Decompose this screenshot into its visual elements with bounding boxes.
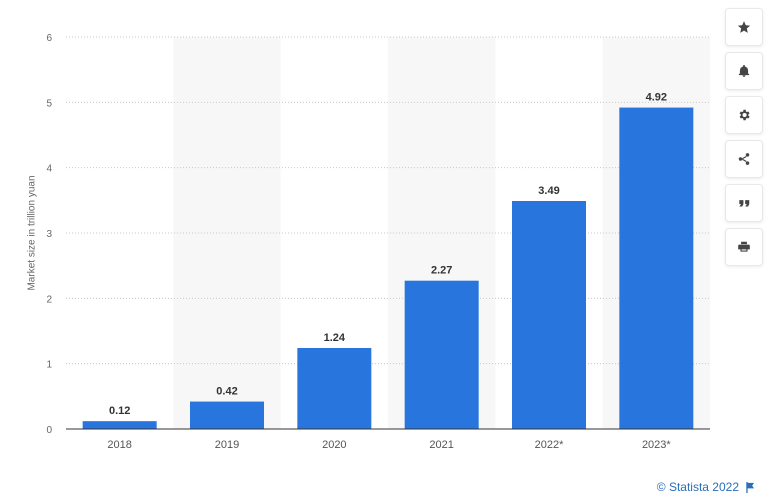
bar — [297, 347, 372, 429]
data-label: 2.27 — [431, 265, 452, 277]
y-tick-label: 5 — [46, 98, 52, 109]
x-tick-label: 2020 — [322, 439, 346, 451]
chart-toolbar — [725, 8, 765, 272]
credits[interactable]: © Statista 2022 — [657, 480, 755, 494]
y-tick-label: 3 — [46, 229, 52, 240]
y-axis-label: Market size in trillion yuan — [26, 175, 38, 291]
data-label: 0.42 — [216, 386, 237, 398]
x-tick-label: 2022* — [535, 439, 564, 451]
y-tick-label: 6 — [46, 33, 52, 44]
settings-button[interactable] — [725, 96, 763, 134]
y-tick-label: 1 — [46, 360, 52, 371]
bar — [512, 200, 586, 429]
bell-icon — [738, 64, 750, 77]
share-icon — [738, 153, 750, 165]
bar — [619, 107, 694, 429]
favorite-button[interactable] — [725, 8, 763, 46]
bar — [190, 401, 264, 429]
data-label: 4.92 — [646, 92, 667, 104]
star-icon — [737, 21, 751, 33]
bar — [82, 421, 157, 429]
quote-icon — [739, 200, 750, 207]
gear-icon — [739, 109, 750, 121]
data-label: 1.24 — [324, 332, 346, 344]
notification-button[interactable] — [725, 52, 763, 90]
y-tick-label: 0 — [46, 425, 52, 436]
bar — [404, 280, 479, 429]
print-icon — [738, 241, 750, 252]
x-tick-label: 2023* — [642, 439, 671, 451]
flag-icon — [746, 481, 755, 493]
credits-text[interactable]: © Statista 2022 — [656, 480, 739, 494]
x-tick-label: 2019 — [215, 439, 239, 451]
background-band — [173, 37, 281, 429]
y-tick-label: 2 — [46, 294, 52, 305]
print-button[interactable] — [725, 228, 763, 266]
x-tick-label: 2018 — [107, 439, 131, 451]
chart-area: 0 1 2 3 4 5 6 0.12 2018 0.42 2019 1.24 2020 2.27 2021 3… — [26, 33, 710, 451]
share-button[interactable] — [725, 140, 763, 178]
y-tick-label: 4 — [46, 164, 52, 175]
data-label: 0.12 — [109, 405, 130, 417]
data-label: 3.49 — [538, 185, 559, 197]
x-tick-label: 2021 — [429, 439, 453, 451]
bar-chart: 0 1 2 3 4 5 6 0.12 2018 0.42 2019 1.24 2020 2.27 2021 3… — [46, 33, 710, 451]
cite-button[interactable] — [725, 184, 763, 222]
